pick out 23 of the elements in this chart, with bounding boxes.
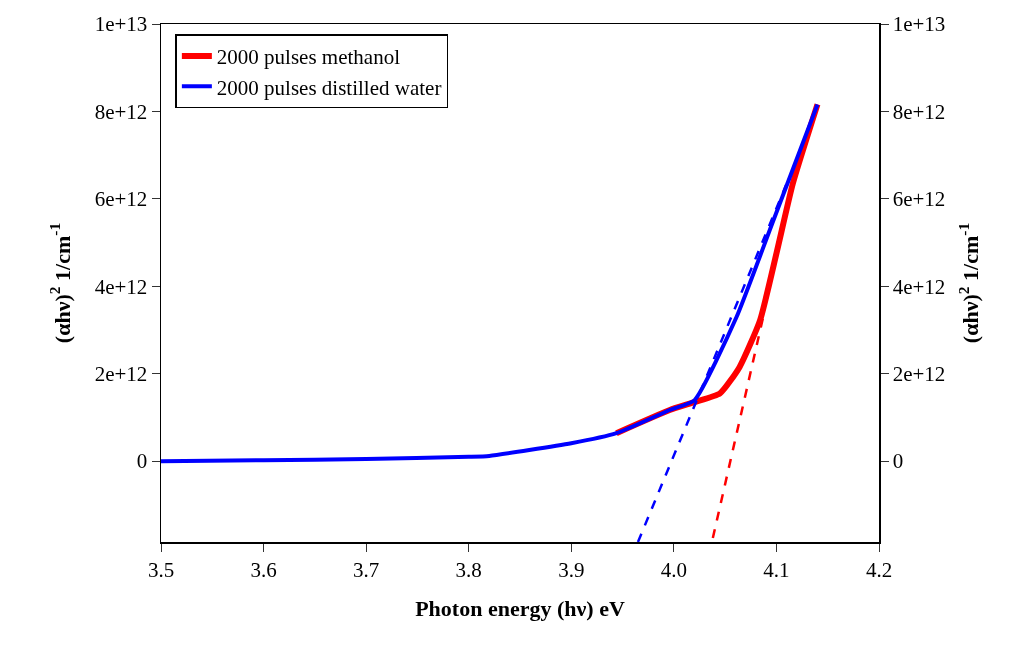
y-tick-label: 0 [136,449,148,474]
legend-label: 2000 pulses distilled water [216,75,442,100]
x-tick-label: 3.6 [250,557,277,582]
y2-tick-label: 4e+12 [892,274,946,299]
y-tick-label: 2e+12 [94,362,148,387]
legend-label: 2000 pulses methanol [216,45,401,70]
y-tick-label: 4e+12 [94,274,148,299]
y2-tick-label: 2e+12 [892,362,946,387]
y2-tick-label: 6e+12 [892,187,946,212]
x-tick-label: 4.2 [865,557,893,582]
y2-tick-label: 8e+12 [892,99,946,124]
y2-tick-label: 1e+13 [892,12,946,37]
y2-tick-label: 0 [892,449,904,474]
x-tick-label: 4.0 [660,557,687,582]
x-tick-label: 3.7 [353,557,380,582]
x-tick-label: 3.9 [558,557,585,582]
y-tick-label: 6e+12 [94,187,148,212]
x-tick-label: 3.8 [455,557,482,582]
x-tick-label: 4.1 [763,557,790,582]
x-tick-label: 3.5 [147,557,175,582]
x-axis-title: Photon energy (hν) eV [415,596,625,622]
y-tick-label: 8e+12 [94,99,148,124]
y-tick-label: 1e+13 [94,12,148,37]
